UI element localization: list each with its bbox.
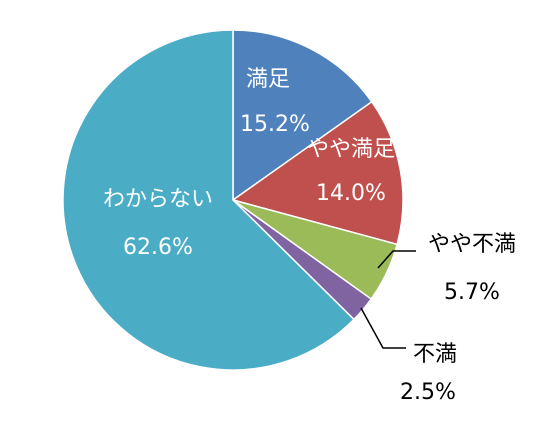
slice-value-yaya-fuman: 5.7%: [444, 280, 500, 305]
slice-label-yaya-fuman: やや不満: [428, 232, 516, 257]
slice-yaya-manzoku: [231, 100, 404, 246]
slice-manzoku: [232, 29, 373, 202]
slice-label-manzoku: 満足: [246, 67, 290, 92]
leader-line-fuman: [360, 307, 406, 349]
slice-label-fuman: 不満: [413, 342, 457, 367]
slice-value-wakaranai: 62.6%: [123, 235, 193, 260]
slice-wakaranai: [62, 29, 356, 371]
slice-value-fuman: 2.5%: [400, 380, 456, 405]
slice-label-yaya-manzoku: やや満足: [307, 137, 395, 162]
leader-line-yaya-fuman: [377, 250, 416, 269]
slice-value-yaya-manzoku: 14.0%: [316, 181, 386, 206]
slice-value-manzoku: 15.2%: [240, 112, 310, 137]
slice-label-wakaranai: わからない: [103, 187, 213, 212]
